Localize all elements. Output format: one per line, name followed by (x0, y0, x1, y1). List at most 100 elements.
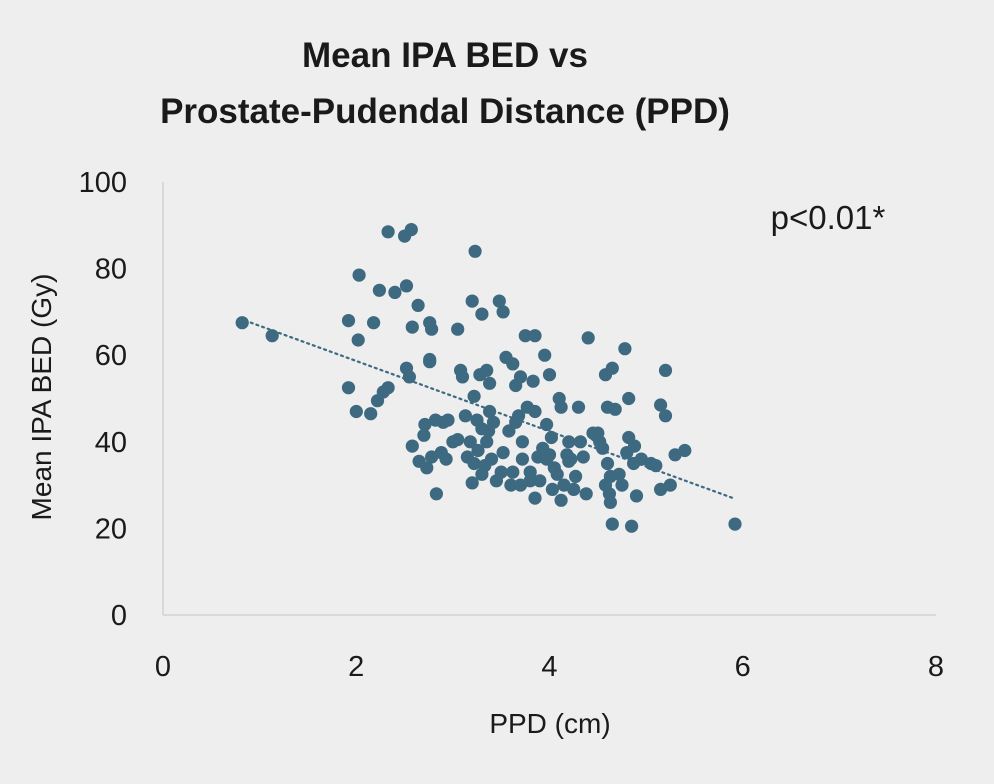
x-tick-label: 8 (928, 651, 944, 683)
data-point (441, 413, 455, 427)
data-point (506, 465, 520, 479)
data-point (458, 409, 472, 423)
data-point (265, 329, 279, 343)
data-point (467, 456, 481, 471)
y-tick-label: 60 (95, 340, 127, 372)
data-point (423, 355, 437, 369)
data-point (506, 357, 520, 371)
data-point (513, 370, 528, 384)
data-point (492, 294, 506, 308)
data-point (405, 439, 419, 453)
data-point (518, 329, 532, 343)
data-point (511, 409, 526, 423)
data-point (618, 342, 632, 356)
data-point (654, 398, 668, 412)
data-point (554, 400, 568, 414)
data-point (658, 363, 673, 377)
data-point (364, 407, 378, 421)
data-point (235, 316, 249, 330)
data-point (515, 435, 530, 449)
data-point (545, 482, 560, 496)
data-point (471, 443, 485, 458)
data-point (596, 441, 610, 455)
data-point (494, 465, 508, 479)
data-point (625, 519, 639, 533)
data-point (567, 482, 581, 496)
data-point (411, 298, 425, 312)
data-point (542, 368, 557, 382)
data-point (341, 314, 356, 328)
data-point (465, 294, 479, 308)
data-point (475, 307, 489, 321)
data-point (418, 417, 432, 432)
data-point (372, 283, 386, 297)
y-tick-label: 0 (111, 600, 127, 632)
data-point (573, 435, 588, 449)
data-point (605, 517, 619, 531)
x-tick-label: 2 (348, 651, 364, 683)
data-point (480, 363, 494, 377)
chart-title-line-1: Mean IPA BED vs (302, 36, 588, 75)
data-point (420, 461, 434, 475)
data-point (451, 322, 465, 336)
data-point (528, 491, 542, 505)
data-point (579, 487, 593, 501)
data-point (515, 452, 530, 466)
data-point (523, 474, 537, 488)
x-tick-label: 0 (155, 651, 171, 683)
data-point (663, 478, 677, 492)
data-point (486, 415, 501, 429)
data-point (483, 376, 497, 390)
data-point (540, 417, 554, 432)
data-point (417, 428, 431, 442)
data-point (533, 474, 547, 488)
data-point (467, 389, 481, 403)
data-point (402, 370, 416, 384)
data-point (367, 316, 381, 330)
data-point (352, 268, 366, 282)
data-point (451, 433, 465, 447)
data-point (569, 469, 583, 483)
x-axis-label: PPD (cm) (489, 708, 610, 739)
data-point (349, 404, 363, 419)
data-point (658, 409, 673, 423)
data-point (571, 400, 586, 414)
x-tick-label: 6 (735, 651, 751, 683)
data-point (581, 331, 595, 345)
data-point (455, 370, 470, 384)
data-point (504, 478, 518, 492)
data-point (496, 446, 510, 460)
y-tick-label: 20 (95, 513, 127, 545)
data-point (429, 487, 443, 501)
y-tick-label: 80 (95, 254, 127, 286)
data-point (629, 489, 644, 503)
data-point (351, 333, 365, 347)
data-point (484, 452, 499, 466)
data-points (235, 223, 742, 533)
data-point (405, 320, 419, 334)
data-point (615, 478, 629, 492)
data-point (600, 456, 615, 471)
data-point (612, 467, 626, 481)
data-point (649, 459, 663, 473)
data-point (526, 374, 540, 388)
data-point (483, 404, 497, 419)
data-point (528, 329, 542, 343)
data-point (550, 467, 564, 481)
data-point (608, 402, 622, 416)
x-tick-label: 4 (541, 651, 557, 683)
data-point (341, 381, 356, 395)
data-point (381, 225, 395, 239)
p-value-annotation: p<0.01* (771, 199, 886, 236)
data-point (528, 404, 542, 419)
data-point (388, 285, 402, 299)
data-point (564, 452, 578, 466)
y-tick-label: 100 (79, 167, 127, 199)
data-point (538, 348, 552, 362)
data-point (496, 305, 510, 319)
data-point (463, 435, 477, 449)
data-point (627, 439, 642, 453)
